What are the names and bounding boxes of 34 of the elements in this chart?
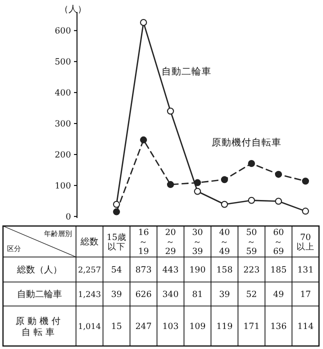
data-label: 103 — [162, 322, 179, 332]
data-label: 340 — [162, 290, 179, 300]
data-label: 109 — [189, 322, 206, 332]
series-label: 自動二輪車 — [162, 66, 212, 78]
y-tick-label: 500 — [54, 58, 71, 68]
x-tick-label: 16～19 — [138, 228, 149, 257]
data-label: 136 — [270, 322, 287, 332]
data-label: 247 — [135, 322, 152, 332]
data-label: 49 — [273, 290, 284, 300]
data-label: 171 — [243, 322, 260, 332]
data-label: 52 — [246, 290, 257, 300]
x-tick-label: 30～39 — [192, 228, 203, 257]
data-label: 17 — [300, 290, 311, 300]
y-tick-label: 0 — [66, 212, 71, 222]
x-tick-label: 20～29 — [165, 228, 176, 257]
data-label: 39 — [111, 290, 122, 300]
series-label: 原動機付自転車 — [212, 136, 282, 148]
y-tick-label: 400 — [54, 88, 71, 99]
y-axis-title: （人） — [60, 4, 86, 15]
data-label: 39 — [219, 290, 230, 300]
x-tick-label: 70以上 — [296, 232, 314, 252]
y-tick-label: 300 — [54, 120, 71, 130]
y-tick-label: 200 — [54, 150, 71, 160]
x-tick-label: 50～59 — [246, 228, 257, 257]
x-tick-label: 15歳以下 — [106, 232, 126, 252]
x-tick-label: 60～69 — [273, 228, 284, 257]
data-label: 81 — [192, 290, 203, 300]
data-label: 114 — [297, 322, 314, 332]
y-tick-label: 600 — [54, 26, 71, 37]
data-label: 626 — [135, 290, 152, 300]
y-tick-label: 100 — [54, 181, 71, 192]
data-label: 119 — [216, 322, 233, 332]
data-label: 15 — [111, 322, 122, 332]
x-tick-label: 40～49 — [219, 228, 230, 257]
